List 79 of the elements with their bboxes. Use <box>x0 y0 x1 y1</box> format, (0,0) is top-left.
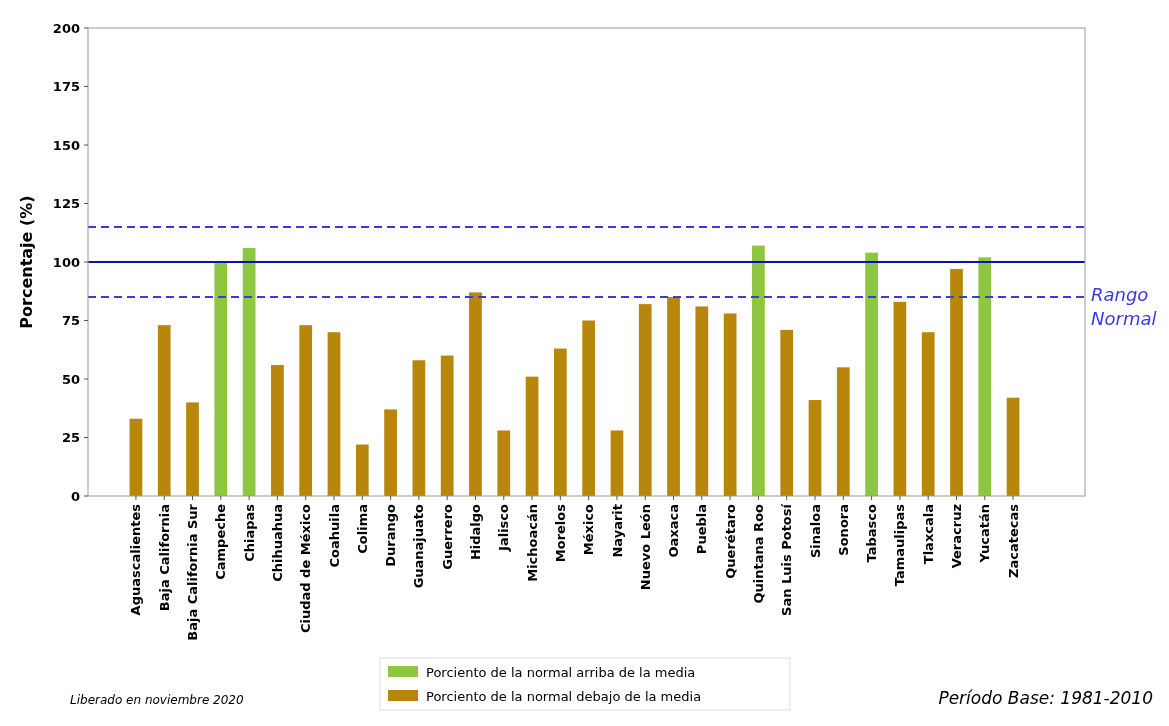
x-tick-label: Tabasco <box>864 503 880 563</box>
x-tick-label: Hidalgo <box>468 503 484 561</box>
x-tick-label: San Luis Potosí <box>779 502 795 616</box>
x-tick-label: Michoacán <box>524 504 540 582</box>
y-tick-label: 200 <box>52 20 80 36</box>
x-tick-label: México <box>581 503 597 556</box>
bar <box>1006 397 1020 496</box>
x-tick-label: Nayarit <box>609 504 625 558</box>
bar <box>950 269 963 496</box>
bar <box>667 297 680 496</box>
x-tick-label: Aguascalientes <box>128 503 144 616</box>
bar <box>327 332 341 496</box>
bar <box>497 430 511 496</box>
x-tick-label: Chihuahua <box>269 504 285 582</box>
y-tick-label: 150 <box>52 137 80 153</box>
bar <box>921 332 935 496</box>
bar <box>186 402 199 496</box>
y-tick-label: 125 <box>52 196 80 212</box>
x-tick-label: Veracruz <box>949 504 965 569</box>
x-tick-label: Baja California Sur <box>185 503 201 641</box>
y-tick-label: 0 <box>70 488 80 504</box>
bar <box>214 262 228 496</box>
x-tick-label: Tamaulipas <box>892 503 908 587</box>
bar <box>582 320 596 496</box>
bar <box>355 444 369 496</box>
x-tick-label: Zacatecas <box>1005 503 1021 578</box>
legend-label: Porciento de la normal arriba de la media <box>426 664 696 680</box>
bar <box>384 409 397 496</box>
bar <box>893 301 907 496</box>
bar <box>299 325 313 496</box>
y-tick-label: 50 <box>61 371 80 387</box>
x-tick-label: Sonora <box>835 504 851 556</box>
x-tick-label: Tlaxcala <box>920 504 936 565</box>
x-tick-label: Guanajuato <box>411 503 427 589</box>
y-tick-label: 100 <box>52 254 80 270</box>
x-tick-label: Quintana Roo <box>750 503 766 604</box>
x-tick-label: Campeche <box>213 503 229 580</box>
x-tick-label: Querétaro <box>722 503 738 579</box>
text: Liberado en noviembre 2020 <box>70 693 244 707</box>
y-tick-label: 75 <box>61 313 80 329</box>
bar <box>271 364 284 496</box>
x-tick-label: Jalisco <box>496 503 512 552</box>
bar <box>157 325 171 496</box>
bar <box>978 257 992 496</box>
ref-line-label: Rango Normal <box>1091 284 1157 330</box>
y-tick-label: 175 <box>52 79 80 95</box>
x-tick-label: Puebla <box>694 504 710 555</box>
x-tick-label: Chiapas <box>241 503 257 562</box>
text: Período Base: 1981-2010 <box>938 688 1153 708</box>
bar <box>836 367 850 496</box>
bar <box>752 245 765 496</box>
bar <box>440 355 454 496</box>
x-tick-label: Guerrero <box>439 503 455 570</box>
x-tick-label: Coahuila <box>326 504 342 568</box>
x-tick-label: Nuevo León <box>637 504 653 591</box>
bar <box>610 430 624 496</box>
bar <box>242 247 256 496</box>
bar <box>525 376 539 496</box>
y-axis-title: Porcentaje (%) <box>17 195 36 329</box>
x-tick-label: Sinaloa <box>807 504 823 559</box>
x-tick-label: Baja California <box>156 504 172 612</box>
x-tick-label: Oaxaca <box>666 504 682 558</box>
bar <box>129 418 143 496</box>
y-tick-label: 25 <box>61 430 80 446</box>
bar <box>469 292 482 496</box>
x-tick-label: Ciudad de México <box>298 503 314 634</box>
legend-label: Porciento de la normal debajo de la media <box>426 688 702 704</box>
bar <box>412 360 426 496</box>
x-tick-label: Durango <box>383 503 399 567</box>
bar <box>553 348 567 496</box>
bar <box>865 252 878 496</box>
x-tick-label: Morelos <box>552 503 568 563</box>
bar <box>695 306 709 496</box>
bar <box>780 329 794 496</box>
bar <box>723 313 737 496</box>
x-tick-label: Colima <box>354 504 370 554</box>
x-tick-label: Yucatán <box>977 504 993 564</box>
bar <box>638 304 652 496</box>
bar <box>808 400 822 496</box>
